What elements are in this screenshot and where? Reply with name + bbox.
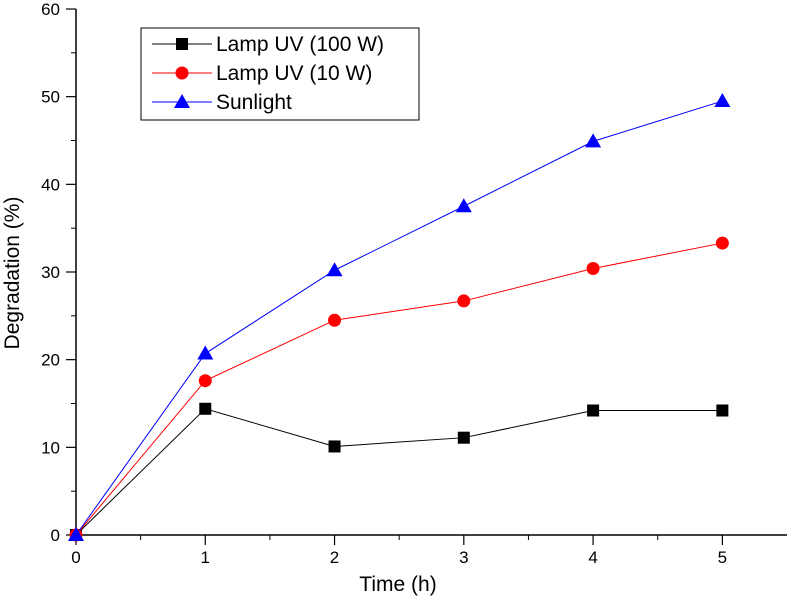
data-point (328, 313, 342, 327)
data-point (197, 345, 214, 360)
series-3 (68, 93, 731, 541)
x-tick-label: 0 (71, 548, 80, 567)
x-tick-label: 2 (330, 548, 339, 567)
series-line (75, 100, 723, 536)
legend-item: Lamp UV (100 W) (152, 33, 384, 56)
y-tick-label: 10 (41, 438, 60, 457)
x-tick-label: 1 (201, 548, 210, 567)
series-line (75, 408, 723, 536)
series-layer (68, 93, 731, 542)
x-tick-label: 3 (459, 548, 468, 567)
x-tick-label: 5 (718, 548, 727, 567)
y-tick-label: 0 (51, 526, 60, 545)
legend-item: Sunlight (152, 91, 292, 114)
legend-item: Lamp UV (10 W) (152, 62, 372, 85)
data-point (455, 198, 472, 213)
data-point (587, 404, 600, 417)
data-point (457, 294, 471, 308)
data-point (199, 402, 212, 415)
data-point (715, 236, 729, 250)
y-tick-label: 30 (41, 263, 60, 282)
data-point (457, 431, 470, 444)
series-line (75, 242, 723, 536)
x-tick-label: 4 (588, 548, 597, 567)
y-tick-label: 40 (41, 175, 60, 194)
data-point (714, 93, 731, 108)
data-point (328, 440, 341, 453)
y-tick-label: 50 (41, 88, 60, 107)
data-point (326, 262, 343, 277)
y-tick-label: 60 (41, 0, 60, 19)
series-2 (69, 236, 729, 542)
y-tick-label: 20 (41, 351, 60, 370)
legend-marker (176, 38, 188, 50)
data-point (585, 133, 602, 148)
legend: Lamp UV (100 W) Lamp UV (10 W) Sunlight (140, 27, 420, 121)
data-point (68, 527, 84, 541)
legend-label: Sunlight (216, 91, 292, 114)
data-point (716, 404, 729, 417)
legend-marker (174, 94, 190, 108)
series-1 (70, 402, 729, 541)
x-axis-title: Time (h) (359, 573, 436, 596)
data-point (198, 374, 212, 388)
data-point (586, 261, 600, 275)
y-axis-title: Degradation (%) (1, 197, 24, 350)
legend-label: Lamp UV (100 W) (216, 33, 384, 56)
legend-marker (175, 66, 189, 80)
legend-label: Lamp UV (10 W) (216, 62, 372, 85)
